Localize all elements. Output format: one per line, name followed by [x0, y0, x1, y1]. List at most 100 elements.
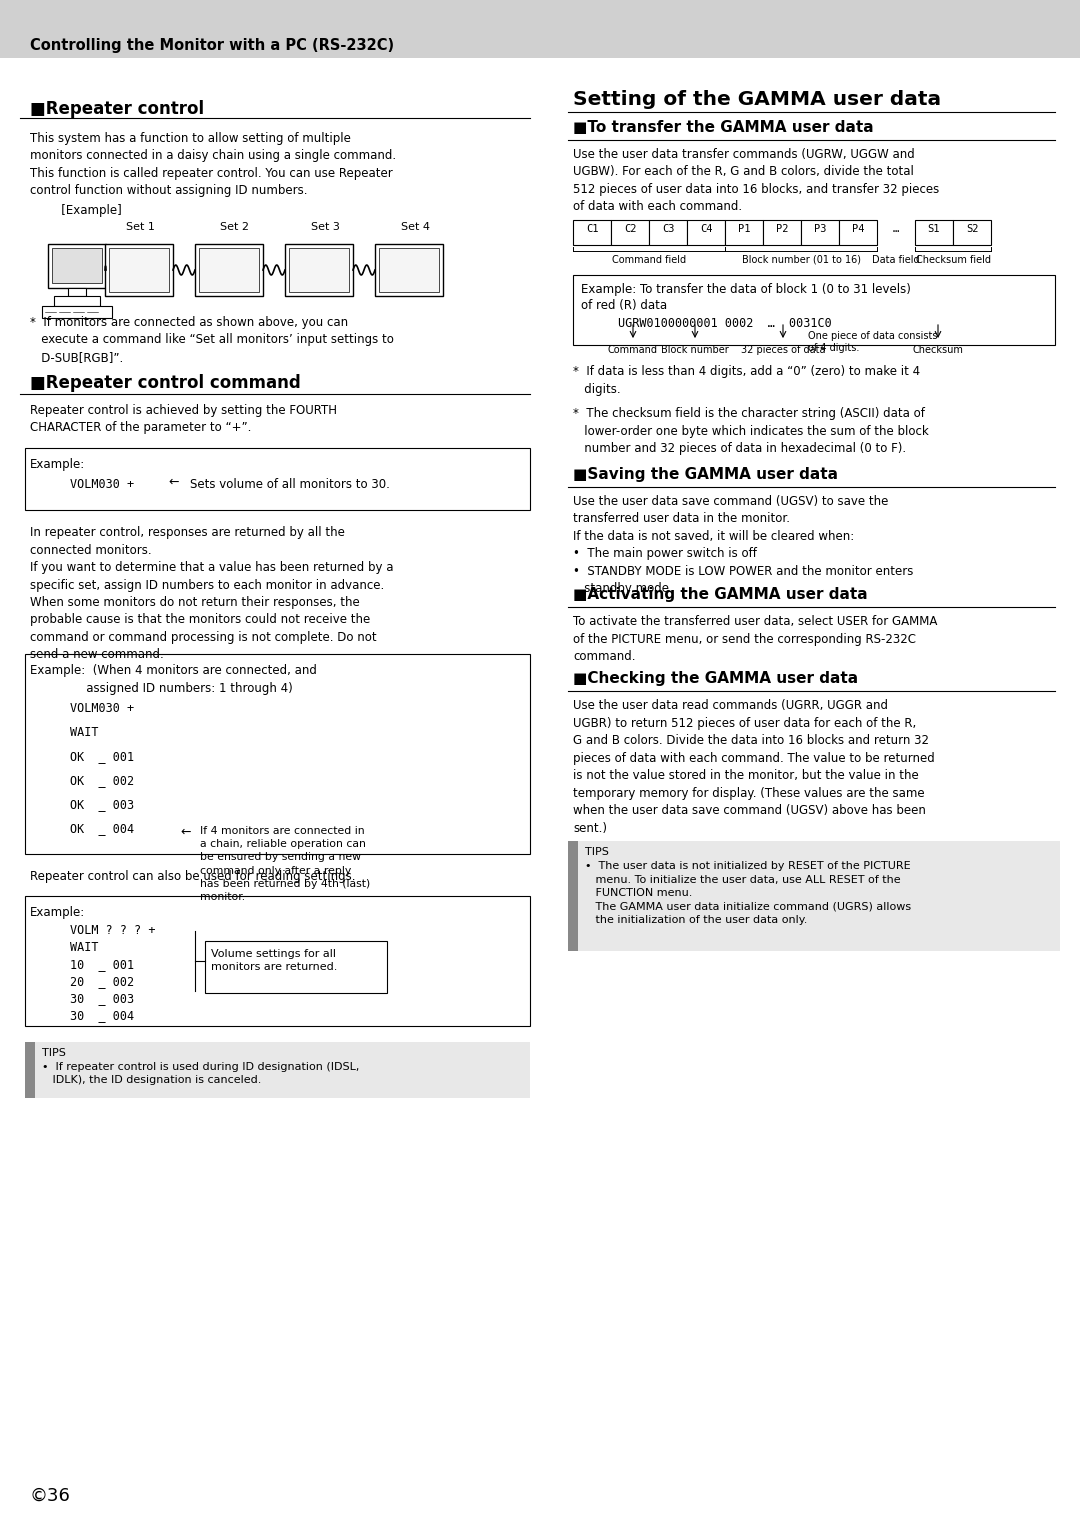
Text: Use the user data read commands (UGRR, UGGR and
UGBR) to return 512 pieces of us: Use the user data read commands (UGRR, U… [573, 699, 935, 834]
Text: WAIT: WAIT [70, 725, 98, 739]
Text: Set 4: Set 4 [401, 221, 430, 232]
Text: OK  _ 001: OK _ 001 [70, 750, 134, 764]
Text: S2: S2 [966, 224, 978, 234]
Text: *  If monitors are connected as shown above, you can
   execute a command like “: * If monitors are connected as shown abo… [30, 316, 394, 363]
Text: ■Checking the GAMMA user data: ■Checking the GAMMA user data [573, 670, 859, 686]
Bar [205, 941, 387, 993]
Text: WAIT: WAIT [70, 941, 98, 954]
Text: Controlling the Monitor with a PC (RS-232C): Controlling the Monitor with a PC (RS-23… [30, 38, 394, 53]
Text: Set 2: Set 2 [220, 221, 249, 232]
Text: Use the user data save command (UGSV) to save the
transferred user data in the m: Use the user data save command (UGSV) to… [573, 495, 914, 596]
Text: C2: C2 [624, 224, 636, 234]
Text: In repeater control, responses are returned by all the
connected monitors.
If yo: In repeater control, responses are retur… [30, 525, 393, 661]
Text: •  The user data is not initialized by RESET of the PICTURE
   menu. To initiali: • The user data is not initialized by RE… [585, 861, 912, 925]
Text: assigned ID numbers: 1 through 4): assigned ID numbers: 1 through 4) [30, 683, 293, 695]
Text: Set 3: Set 3 [311, 221, 339, 232]
Text: Example:: Example: [30, 458, 85, 470]
Bar [762, 220, 801, 244]
Bar [649, 220, 687, 244]
Bar [573, 275, 1055, 345]
Bar [725, 220, 762, 244]
Bar [42, 305, 112, 318]
Text: S1: S1 [928, 224, 941, 234]
Text: Sets volume of all monitors to 30.: Sets volume of all monitors to 30. [190, 478, 390, 492]
Bar [285, 244, 353, 296]
Text: Data field: Data field [873, 255, 920, 266]
Text: Command: Command [608, 345, 658, 354]
Bar [48, 244, 106, 289]
Bar [611, 220, 649, 244]
Bar [195, 244, 264, 296]
Text: ■Repeater control command: ■Repeater control command [30, 374, 300, 392]
Text: Use the user data transfer commands (UGRW, UGGW and
UGBW). For each of the R, G : Use the user data transfer commands (UGR… [573, 148, 940, 214]
Text: VOLM ? ? ? +: VOLM ? ? ? + [70, 924, 156, 938]
Text: C3: C3 [662, 224, 674, 234]
Text: Block number (01 to 16): Block number (01 to 16) [742, 255, 861, 266]
Text: Setting of the GAMMA user data: Setting of the GAMMA user data [573, 90, 941, 108]
Text: C4: C4 [700, 224, 712, 234]
Text: This system has a function to allow setting of multiple
monitors connected in a : This system has a function to allow sett… [30, 131, 396, 197]
Text: ■To transfer the GAMMA user data: ■To transfer the GAMMA user data [573, 121, 874, 134]
Text: Set 1: Set 1 [125, 221, 154, 232]
Text: OK  _ 002: OK _ 002 [70, 774, 134, 786]
Bar [568, 841, 1059, 951]
Text: *  If data is less than 4 digits, add a “0” (zero) to make it 4
   digits.: * If data is less than 4 digits, add a “… [573, 365, 920, 395]
Text: ←: ← [180, 826, 190, 838]
Text: 32 pieces of data: 32 pieces of data [741, 345, 825, 354]
Text: Checksum: Checksum [913, 345, 963, 354]
Text: To activate the transferred user data, select USER for GAMMA
of the PICTURE menu: To activate the transferred user data, s… [573, 615, 937, 663]
Bar [379, 247, 438, 292]
Bar [25, 896, 530, 1026]
Text: 10  _ 001: 10 _ 001 [70, 957, 134, 971]
Bar [289, 247, 349, 292]
Bar [52, 247, 102, 282]
Text: [Example]: [Example] [50, 205, 122, 217]
Text: Checksum field: Checksum field [916, 255, 990, 266]
Bar [25, 1041, 35, 1098]
Bar [109, 247, 168, 292]
Text: Volume settings for all
monitors are returned.: Volume settings for all monitors are ret… [211, 948, 337, 973]
Text: P1: P1 [738, 224, 751, 234]
Text: VOLM030 +: VOLM030 + [70, 478, 134, 492]
Text: TIPS: TIPS [585, 847, 609, 857]
Text: C1: C1 [585, 224, 598, 234]
Bar [54, 296, 100, 305]
Text: One piece of data consists
of 4 digits.: One piece of data consists of 4 digits. [808, 331, 937, 353]
Bar [199, 247, 259, 292]
Text: P2: P2 [775, 224, 788, 234]
Text: *  The checksum field is the character string (ASCII) data of
   lower-order one: * The checksum field is the character st… [573, 408, 929, 455]
Text: If 4 monitors are connected in
a chain, reliable operation can
be ensured by sen: If 4 monitors are connected in a chain, … [200, 826, 370, 902]
Text: UGRW0100000001 0002  …  0031C0: UGRW0100000001 0002 … 0031C0 [618, 318, 832, 330]
Text: P4: P4 [852, 224, 864, 234]
Bar [25, 654, 530, 854]
Bar [68, 289, 86, 296]
Bar [568, 841, 578, 951]
Text: P3: P3 [813, 224, 826, 234]
Text: Repeater control can also be used for reading settings.: Repeater control can also be used for re… [30, 870, 355, 883]
Text: …: … [893, 224, 900, 234]
Text: OK  _ 004: OK _ 004 [70, 822, 134, 835]
Text: of red (R) data: of red (R) data [581, 299, 667, 312]
Text: Example:: Example: [30, 906, 85, 919]
Text: 30  _ 003: 30 _ 003 [70, 993, 134, 1005]
Bar [25, 1041, 530, 1098]
Text: ■Saving the GAMMA user data: ■Saving the GAMMA user data [573, 467, 838, 483]
Bar [953, 220, 991, 244]
Text: ■Repeater control: ■Repeater control [30, 99, 204, 118]
Bar [25, 447, 530, 510]
Text: •  If repeater control is used during ID designation (IDSL,
   IDLK), the ID des: • If repeater control is used during ID … [42, 1061, 360, 1086]
Bar [0, 0, 1080, 58]
Text: Block number: Block number [661, 345, 729, 354]
Bar [573, 220, 611, 244]
Text: Repeater control is achieved by setting the FOURTH
CHARACTER of the parameter to: Repeater control is achieved by setting … [30, 405, 337, 435]
Text: 30  _ 004: 30 _ 004 [70, 1009, 134, 1022]
Text: ←: ← [168, 476, 178, 489]
Text: VOLM030 +: VOLM030 + [70, 702, 134, 715]
Text: Command field: Command field [612, 255, 686, 266]
Bar [105, 244, 173, 296]
Text: ©36: ©36 [30, 1487, 71, 1506]
Bar [375, 244, 443, 296]
Text: OK  _ 003: OK _ 003 [70, 799, 134, 811]
Text: TIPS: TIPS [42, 1048, 66, 1058]
Text: ■Activating the GAMMA user data: ■Activating the GAMMA user data [573, 586, 867, 602]
